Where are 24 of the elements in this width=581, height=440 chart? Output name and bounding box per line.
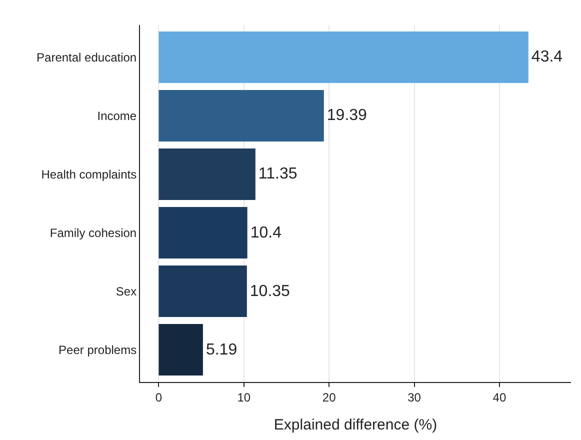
y-tick-label: Parental education [36, 50, 137, 64]
data-label: 10.35 [250, 282, 290, 300]
data-label: 5.19 [206, 341, 238, 358]
data-label: 43.4 [531, 48, 563, 66]
bar [158, 324, 203, 376]
x-axis-title: Explained difference (%) [274, 416, 438, 434]
bar [158, 31, 528, 83]
bar [158, 207, 248, 259]
y-tick-label: Family cohesion [50, 226, 137, 240]
data-label: 11.35 [258, 166, 298, 183]
y-tick-label: Income [97, 108, 137, 123]
y-tick-label: Peer problems [58, 343, 137, 358]
bar [158, 266, 247, 318]
data-label: 10.4 [250, 224, 282, 242]
y-tick-label: Health complaints [41, 167, 137, 182]
x-tick-label: 10 [237, 390, 251, 404]
bar [158, 148, 256, 200]
data-label: 19.39 [326, 107, 368, 124]
y-tick-label: Sex [116, 284, 137, 298]
bar [158, 90, 324, 142]
x-tick-label: 40 [492, 390, 506, 404]
x-tick-label: 20 [322, 390, 336, 404]
x-tick-label: 30 [408, 390, 422, 404]
x-tick-label: 0 [155, 390, 162, 404]
